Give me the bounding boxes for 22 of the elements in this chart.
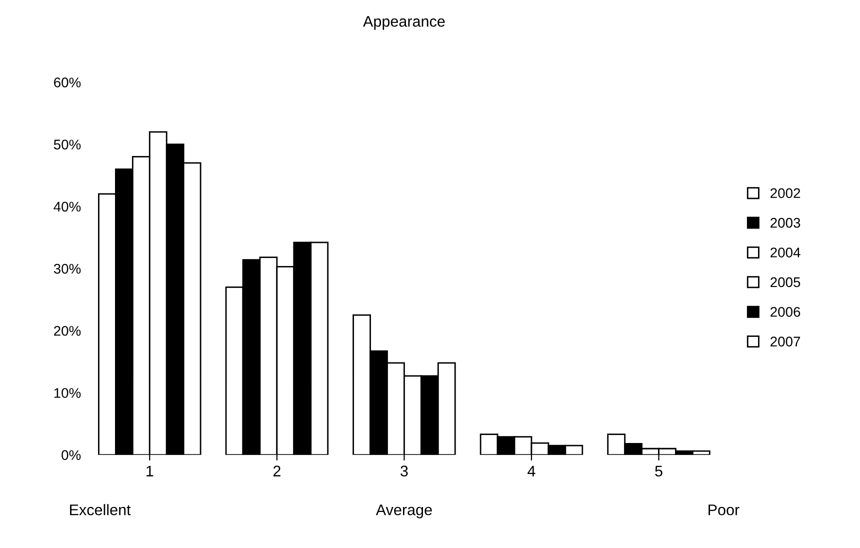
text: Poor [708, 504, 740, 516]
legend-label: 2006 [770, 306, 800, 317]
legend-label: 2005 [770, 277, 800, 288]
x-tick-label: 1 [146, 466, 154, 476]
legend-label: 2007 [770, 336, 800, 347]
x-tick-label: 5 [655, 466, 662, 476]
legend-label: 2003 [770, 218, 800, 228]
x-tick-label: 4 [528, 466, 536, 476]
y-tick-label: 40% [54, 202, 81, 212]
y-tick-label: 50% [54, 140, 81, 150]
x-tick-label: 3 [400, 466, 408, 476]
chart-title: Appearance [363, 16, 445, 30]
text: Average [376, 504, 432, 518]
x-tick-label: 2 [273, 466, 280, 476]
y-tick-label: 10% [54, 388, 81, 398]
y-tick-label: 20% [54, 326, 81, 336]
y-tick-label: 30% [54, 264, 81, 274]
legend-label: 2004 [770, 248, 800, 258]
y-tick-label: 0% [62, 450, 81, 460]
y-tick-label: 60% [54, 78, 81, 88]
text: Excellent [70, 504, 131, 516]
legend-label: 2002 [770, 188, 800, 198]
